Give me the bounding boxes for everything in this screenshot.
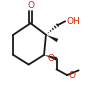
- Text: O: O: [48, 54, 55, 63]
- Polygon shape: [44, 55, 57, 61]
- Text: O: O: [27, 1, 34, 10]
- Polygon shape: [46, 35, 58, 42]
- Text: OH: OH: [66, 17, 80, 26]
- Text: O: O: [68, 71, 75, 80]
